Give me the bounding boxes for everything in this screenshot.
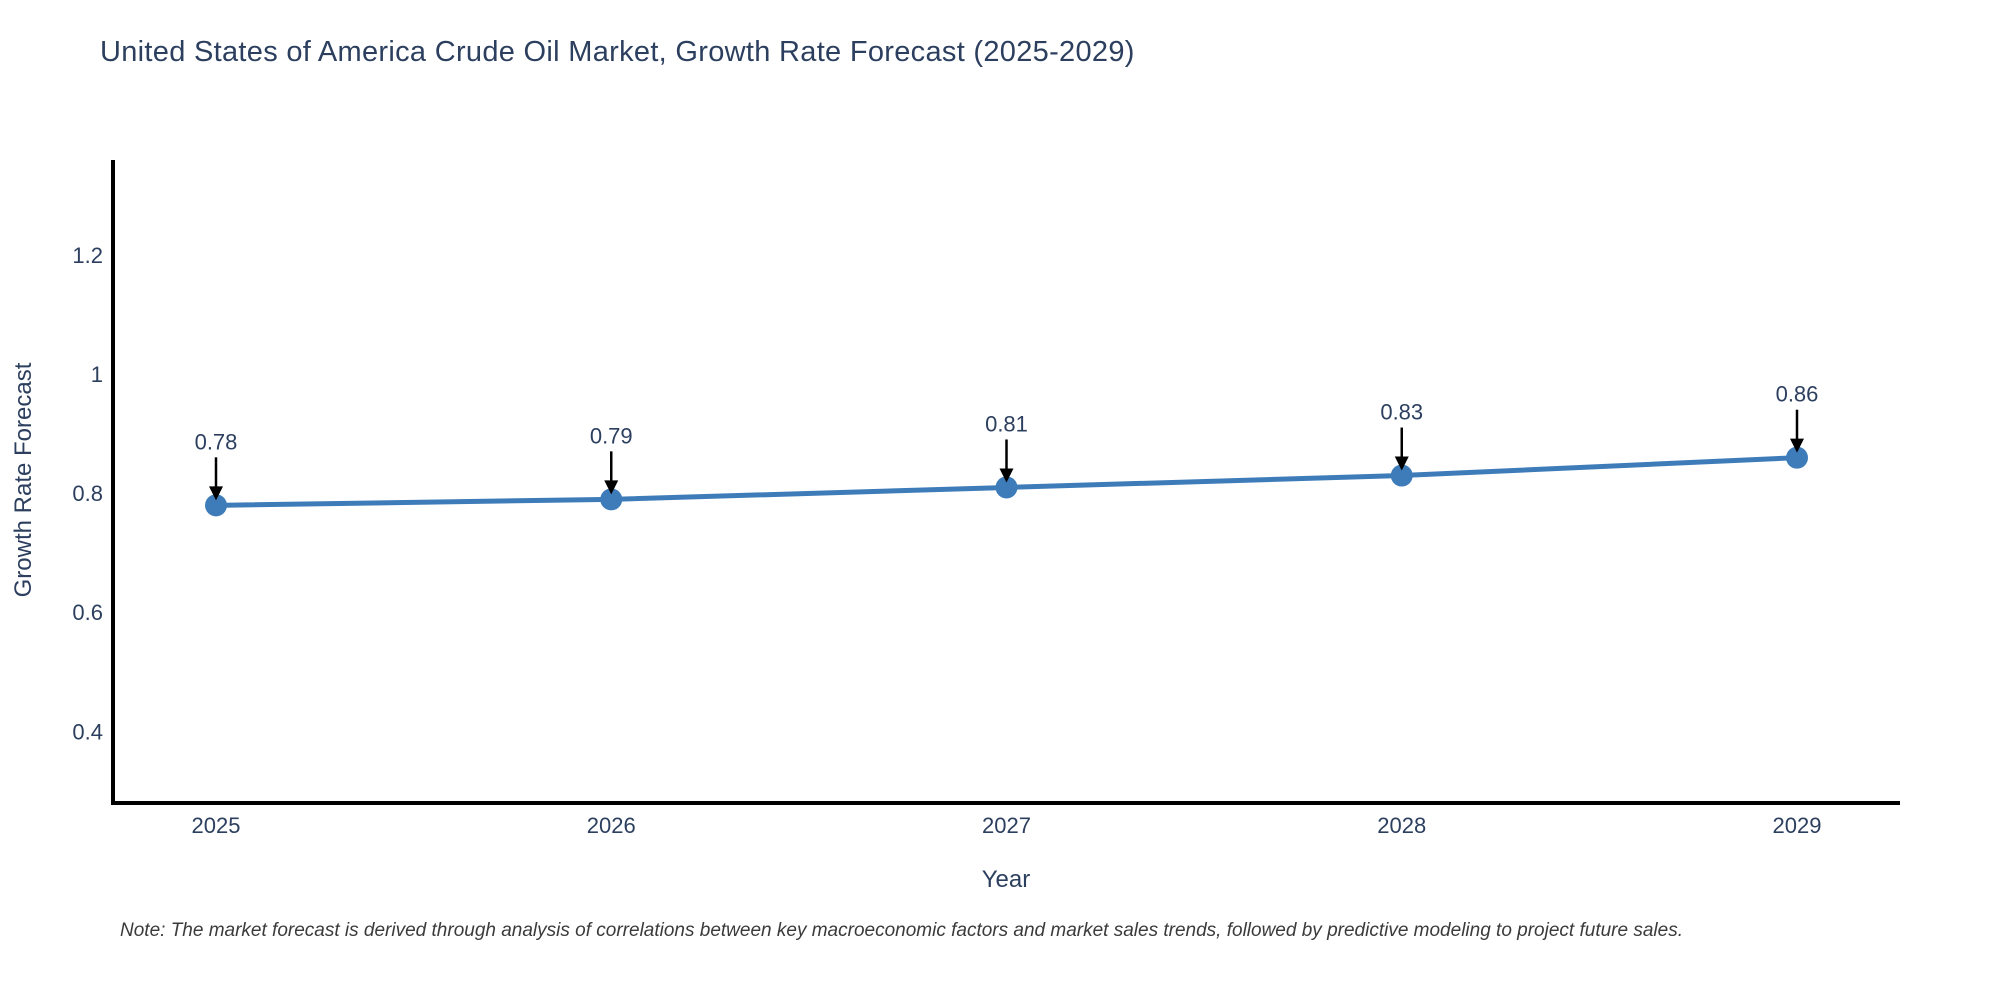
x-tick-label: 2026 bbox=[587, 813, 636, 838]
data-point[interactable] bbox=[600, 488, 623, 511]
data-label: 0.78 bbox=[195, 429, 238, 454]
data-point[interactable] bbox=[205, 494, 227, 517]
x-tick-label: 2027 bbox=[982, 813, 1031, 838]
data-label: 0.83 bbox=[1380, 400, 1423, 425]
data-point[interactable] bbox=[1786, 446, 1808, 469]
chart-title: United States of America Crude Oil Marke… bbox=[100, 36, 1135, 68]
data-label: 0.79 bbox=[590, 423, 633, 448]
y-tick-label: 0.8 bbox=[72, 481, 103, 506]
data-point[interactable] bbox=[1390, 464, 1413, 487]
x-axis-title: Year bbox=[981, 866, 1031, 893]
x-tick-label: 2028 bbox=[1377, 813, 1426, 838]
data-point[interactable] bbox=[995, 476, 1018, 499]
y-tick-label: 1.2 bbox=[72, 243, 103, 268]
data-label: 0.86 bbox=[1776, 382, 1819, 407]
annotation-arrow-head bbox=[604, 480, 619, 495]
x-tick-label: 2029 bbox=[1773, 813, 1822, 838]
footnote: Note: The market forecast is derived thr… bbox=[120, 920, 1683, 941]
annotation-arrow-head bbox=[1790, 438, 1804, 453]
annotation-arrow-head bbox=[999, 468, 1014, 483]
annotation-arrow-head bbox=[209, 486, 223, 501]
x-tick-label: 2025 bbox=[192, 813, 241, 838]
data-label: 0.81 bbox=[985, 411, 1028, 436]
annotation-arrow-head bbox=[1394, 456, 1409, 471]
y-tick-label: 0.6 bbox=[72, 600, 103, 625]
y-tick-label: 1 bbox=[91, 362, 103, 387]
y-tick-label: 0.4 bbox=[72, 719, 103, 744]
